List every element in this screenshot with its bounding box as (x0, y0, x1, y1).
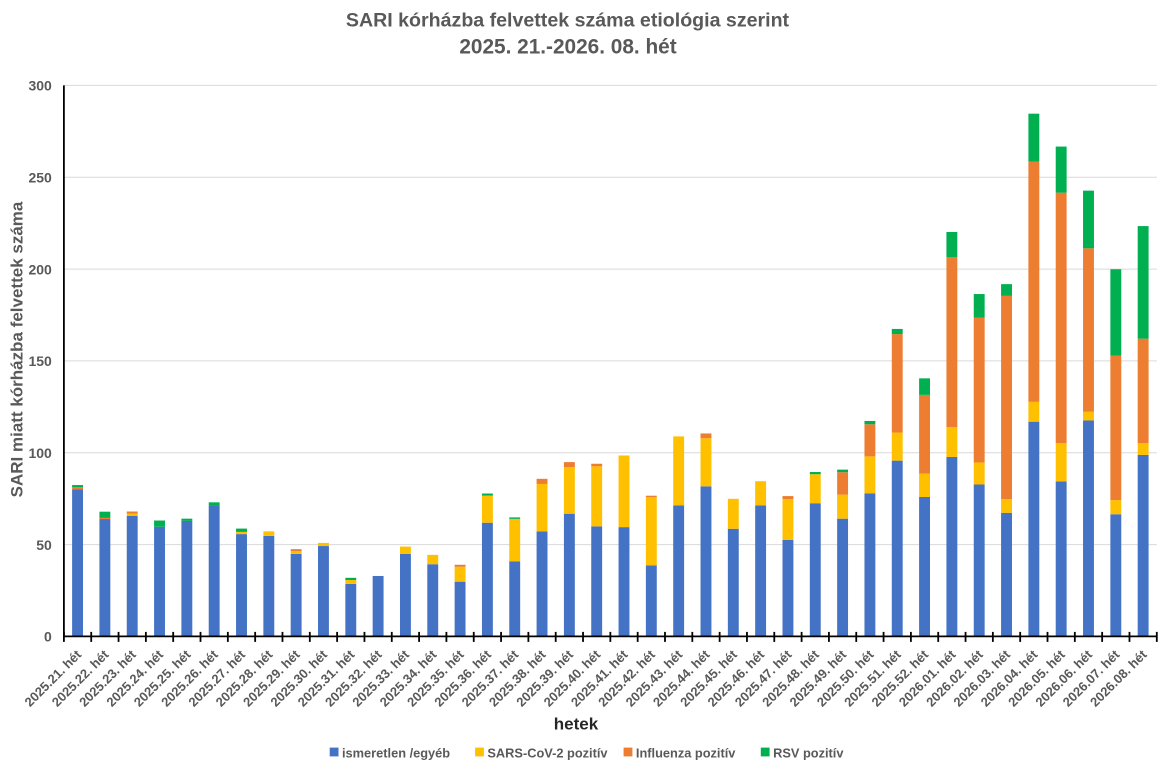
svg-text:2025. 21.-2026. 08. hét: 2025. 21.-2026. 08. hét (459, 36, 676, 59)
svg-text:250: 250 (28, 169, 52, 185)
svg-text:hetek: hetek (554, 715, 599, 734)
svg-text:300: 300 (28, 78, 52, 94)
svg-text:50: 50 (36, 537, 52, 553)
svg-text:150: 150 (28, 353, 52, 369)
svg-text:0: 0 (44, 629, 52, 645)
svg-text:200: 200 (28, 261, 52, 277)
svg-text:Influenza pozitív: Influenza pozitív (636, 746, 736, 761)
svg-text:SARI kórházba felvettek száma: SARI kórházba felvettek száma etiológia … (346, 10, 790, 32)
svg-text:100: 100 (28, 445, 52, 461)
svg-text:ismeretlen /egyéb: ismeretlen /egyéb (342, 746, 450, 761)
svg-text:RSV pozitív: RSV pozitív (773, 746, 844, 761)
svg-text:SARS-CoV-2 pozitív: SARS-CoV-2 pozitív (487, 746, 608, 761)
svg-text:SARI miatt kórházba felvettek: SARI miatt kórházba felvettek száma (7, 201, 26, 497)
